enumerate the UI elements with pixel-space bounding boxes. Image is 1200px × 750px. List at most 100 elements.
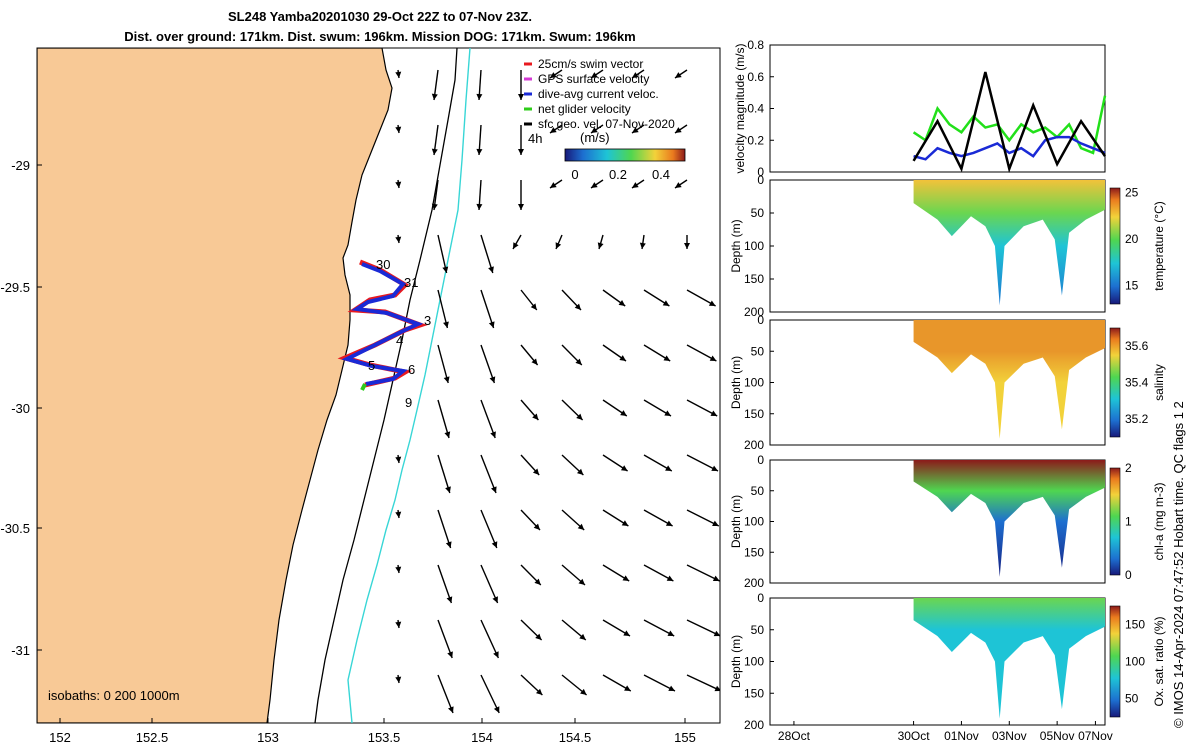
time-x-tick-label: 30Oct <box>898 729 931 743</box>
chart-title-line2: Dist. over ground: 171km. Dist. swum: 19… <box>124 29 636 44</box>
heatmap-y-tick-label: 50 <box>751 344 765 358</box>
velocity-arrow <box>602 619 631 637</box>
velocity-arrow <box>602 289 626 307</box>
velocity-arrow <box>520 454 540 476</box>
map-y-tick-label: -29 <box>11 158 30 173</box>
velocity-arrow <box>520 564 542 586</box>
velocity-y-tick-label: 0.2 <box>747 133 764 147</box>
velocity-arrow <box>480 234 494 274</box>
velocity-arrow <box>590 179 604 189</box>
velocity-arrow <box>437 509 452 549</box>
velocity-arrow <box>643 289 670 307</box>
velocity-arrow <box>480 564 499 604</box>
map-x-tick-label: 155 <box>674 730 696 745</box>
heatmap-colorbar-tick-label: 100 <box>1125 655 1145 669</box>
velocity-arrow <box>518 125 524 155</box>
velocity-arrows <box>395 69 720 714</box>
heatmap-colorbar <box>1109 327 1121 438</box>
map-colorbar-ticks: 0 0.2 0.4 <box>571 167 670 182</box>
velocity-arrow <box>561 619 587 641</box>
legend-label: net glider velocity <box>538 102 631 116</box>
heatmap-y-tick-label: 0 <box>757 173 764 187</box>
isobath-1000m <box>347 48 471 723</box>
day-label: 31 <box>404 275 418 290</box>
velocity-arrow <box>643 454 673 472</box>
heatmap-panel: 0 50 100 150 200 Depth (m) 35.2 35.4 35.6salinit… <box>729 313 1166 452</box>
velocity-arrow <box>395 69 402 79</box>
heatmap-y-label: Depth (m) <box>729 219 743 272</box>
heatmap-colorbar-tick-label: 15 <box>1125 278 1139 292</box>
velocity-arrow <box>686 399 718 417</box>
heatmap-y-tick-label: 0 <box>757 313 764 327</box>
velocity-arrow <box>431 69 439 101</box>
heatmap-colorbar-tick-label: 35.2 <box>1125 412 1149 426</box>
velocity-arrow <box>549 69 563 79</box>
velocity-arrow <box>561 509 585 531</box>
heatmap-colorbar-tick-label: 20 <box>1125 232 1139 246</box>
track-green <box>360 383 367 391</box>
heatmap-colorbar-tick-label: 1 <box>1125 515 1132 529</box>
map-colorbar-tick-label: 0 <box>571 167 578 182</box>
velocity-arrow <box>518 70 524 100</box>
heatmap-panel: 0 50 100 150 200 Depth (m) 0 1 2 chl-a (mg m-3) <box>729 453 1166 590</box>
velocity-arrow <box>480 674 500 714</box>
heatmap-y-tick-label: 50 <box>751 206 765 220</box>
velocity-arrow <box>602 344 627 362</box>
map-x-tick-label: 154.5 <box>559 730 592 745</box>
velocity-arrow <box>590 124 604 134</box>
map-colorbar-tick-label: 0.4 <box>652 167 670 182</box>
heatmap-y-tick-label: 200 <box>744 305 764 319</box>
velocity-arrow <box>686 454 719 472</box>
legend-label: sfc geo. vel. 07-Nov-2020 <box>538 117 675 131</box>
velocity-series-line <box>912 95 1107 155</box>
velocity-arrow <box>437 234 449 274</box>
velocity-arrow <box>395 234 402 244</box>
velocity-arrow <box>395 564 402 574</box>
land-mass <box>37 48 393 723</box>
velocity-arrow <box>686 564 720 582</box>
footer-credit: © IMOS 14-Apr-2024 07:47:52 Hobart time.… <box>1171 401 1186 728</box>
heatmap-y-label: Depth (m) <box>729 356 743 409</box>
heatmap-y-tick-label: 200 <box>744 576 764 590</box>
velocity-arrow <box>431 124 439 156</box>
velocity-arrow <box>561 289 582 311</box>
heatmap-y-tick-label: 100 <box>744 239 764 253</box>
day-label: 6 <box>408 362 415 377</box>
velocity-arrow <box>555 234 563 250</box>
map-y-tick-label: -31 <box>11 643 30 658</box>
velocity-arrow <box>437 289 449 329</box>
velocity-arrow <box>480 619 500 659</box>
velocity-arrow <box>437 344 450 384</box>
velocity-arrow <box>520 619 543 641</box>
heatmap-field <box>913 180 1105 306</box>
velocity-arrow <box>686 619 720 637</box>
map-colorbar <box>564 148 686 162</box>
legend-label: 25cm/s swim vector <box>538 57 643 71</box>
velocity-y-tick-label: 0.8 <box>747 38 764 52</box>
velocity-arrow <box>395 674 402 684</box>
heatmap-colorbar-tick-label: 150 <box>1125 618 1145 632</box>
heatmap-colorbar-tick-label: 25 <box>1125 186 1139 200</box>
velocity-arrow <box>512 234 522 250</box>
velocity-arrow <box>686 289 716 307</box>
day-label: 5 <box>368 358 375 373</box>
heatmap-y-label: Depth (m) <box>729 635 743 688</box>
velocity-arrow <box>602 454 628 472</box>
velocity-arrow <box>597 234 604 250</box>
velocity-arrow <box>437 674 454 714</box>
velocity-arrow <box>643 509 673 527</box>
heatmap-y-tick-label: 100 <box>744 376 764 390</box>
heatmap-panel: 0 50 100 150 200 Depth (m) 15 20 25 temperature (… <box>729 173 1166 319</box>
velocity-arrow <box>561 344 583 366</box>
heatmap-y-tick-label: 150 <box>744 407 764 421</box>
map-y-tick-label: -29.5 <box>0 280 30 295</box>
velocity-y-tick-label: 0 <box>757 165 764 179</box>
map-x-tick-label: 152.5 <box>136 730 169 745</box>
velocity-arrow <box>520 509 541 531</box>
velocity-arrow <box>476 124 483 156</box>
velocity-arrow <box>395 124 402 134</box>
velocity-arrow <box>549 124 563 134</box>
